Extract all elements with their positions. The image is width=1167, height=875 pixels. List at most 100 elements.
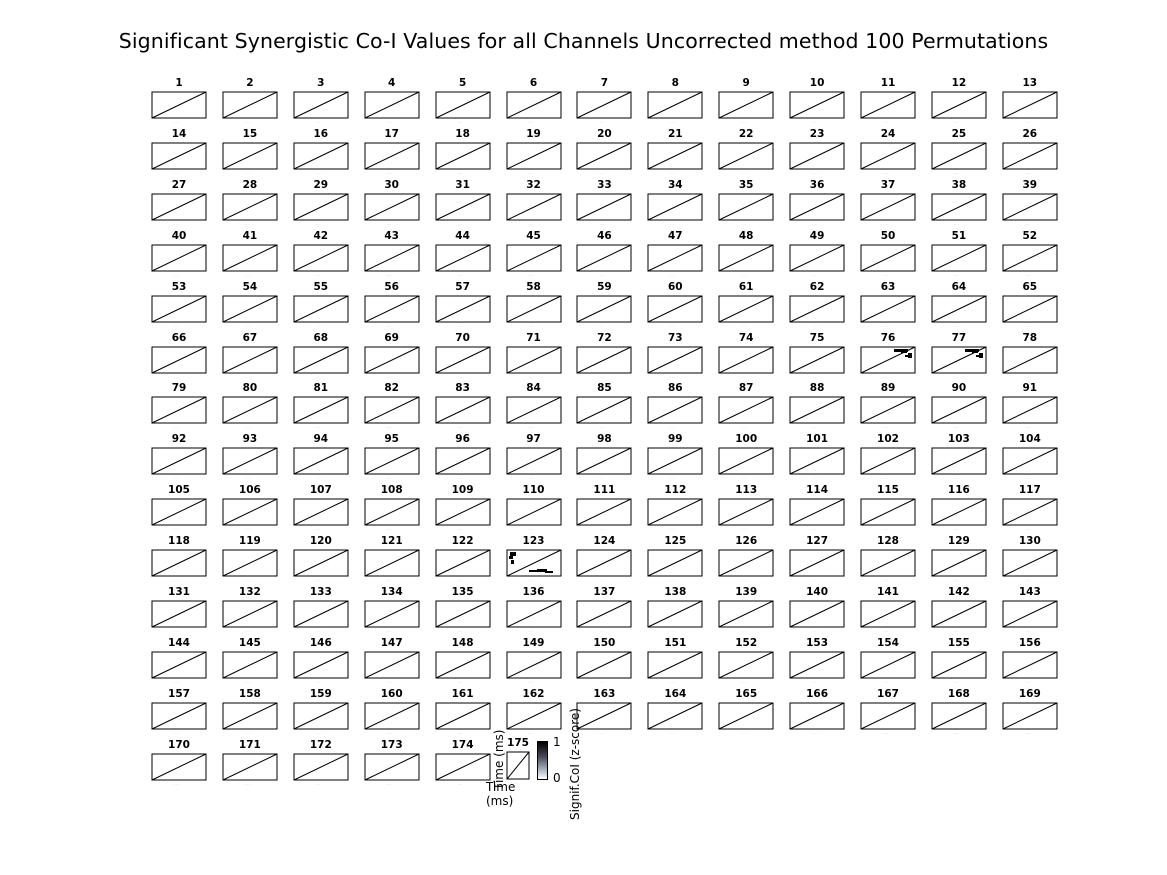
subplot-title: 72: [597, 331, 612, 344]
significant-patch: [971, 350, 978, 353]
subplot-axes: [931, 142, 987, 170]
axis-ticks: ·····: [457, 578, 463, 583]
diagonal-line: [364, 651, 419, 679]
axis-ticks: ·····: [315, 221, 321, 226]
subplot-axes: [435, 651, 491, 679]
subplot-title: 157: [168, 687, 190, 700]
axis-ticks: ·····: [670, 629, 676, 633]
diagonal-line: [364, 346, 419, 373]
subplot-title: 93: [242, 433, 258, 446]
subplot-title: 129: [947, 535, 970, 548]
subplot-title: 97: [526, 433, 541, 446]
subplot-axes: [789, 244, 845, 272]
axis-ticks: ·····: [883, 578, 888, 583]
axis-ticks: ·····: [599, 425, 605, 430]
subplot-title: 54: [242, 280, 258, 293]
significant-patch: [894, 348, 908, 352]
subplot-title: 69: [384, 331, 399, 344]
subplot-title: 61: [738, 280, 754, 293]
subplot-title: 138: [664, 586, 687, 598]
axis-ticks: ·····: [883, 272, 888, 277]
subplot-title: 46: [597, 229, 612, 242]
subplot-axes: [151, 753, 207, 781]
subplot-title: 5: [458, 77, 467, 89]
diagonal-line: [364, 498, 419, 526]
axis-ticks: ·····: [883, 221, 888, 226]
axis-ticks: ·····: [953, 629, 959, 633]
subplot-axes: [718, 498, 774, 526]
significant-patch: [544, 571, 553, 574]
axis-ticks: ·····: [174, 221, 179, 226]
subplot-title: 167: [877, 687, 899, 700]
subplot-axes: [1002, 447, 1058, 475]
axis-ticks: ·····: [741, 730, 746, 735]
axis-ticks: ·····: [315, 323, 321, 328]
diagonal-line: [506, 244, 561, 272]
subplot-title: 74: [738, 331, 754, 344]
subplot-axes: [931, 91, 987, 119]
diagonal-line: [1002, 549, 1058, 577]
axis-ticks: ·····: [1024, 425, 1030, 430]
subplot-title: 98: [597, 433, 612, 446]
subplot-title: 109: [451, 484, 474, 497]
axis-ticks: ·····: [670, 425, 676, 430]
subplot-title: 147: [380, 636, 403, 649]
subplot-title: 90: [951, 382, 967, 395]
diagonal-line: [860, 447, 916, 475]
subplot-title: 70: [455, 331, 470, 344]
subplot-axes: [647, 244, 703, 272]
axis-ticks: ·····: [174, 730, 179, 735]
subplot-title: 153: [806, 636, 829, 649]
diagonal-line: [435, 244, 490, 272]
axis-ticks: ·····: [1024, 578, 1030, 583]
subplot-title: 41: [242, 229, 258, 242]
axis-ticks: ·····: [670, 323, 676, 328]
axis-ticks: ·····: [741, 578, 746, 583]
diagonal-line: [1002, 91, 1058, 119]
subplot-axes: [364, 346, 420, 373]
subplot-title: 134: [380, 586, 403, 598]
axis-ticks: ·····: [953, 679, 959, 684]
diagonal-line: [860, 91, 916, 119]
diagonal-line: [1002, 244, 1058, 272]
diagonal-line: [293, 346, 349, 373]
diagonal-line: [222, 244, 278, 272]
subplot-title: 32: [526, 178, 541, 191]
diagonal-line: [1002, 447, 1058, 475]
axis-ticks: ·····: [883, 629, 888, 633]
axis-ticks: ·····: [386, 578, 392, 583]
subplot-axes: [931, 600, 987, 628]
diagonal-line: [789, 549, 845, 577]
subplot-axes: [506, 142, 561, 170]
axis-ticks: ·····: [528, 374, 534, 379]
diagonal-line: [151, 549, 207, 577]
diagonal-line: [718, 447, 774, 475]
axis-ticks: ·····: [953, 221, 959, 226]
axis-ticks: ·····: [953, 578, 959, 583]
subplot-axes: [506, 91, 561, 119]
diagonal-line: [931, 651, 987, 679]
axis-ticks: ·····: [1024, 374, 1030, 379]
axis-ticks: ·····: [528, 629, 534, 633]
subplot-axes: [506, 295, 561, 323]
axis-ticks: ·····: [953, 323, 959, 328]
subplot-axes: [789, 651, 845, 679]
subplot-axes: [151, 498, 207, 526]
diagonal-line: [506, 600, 561, 628]
axis-ticks: ·····: [386, 527, 392, 532]
subplot-axes: [435, 447, 491, 475]
axis-ticks: ·····: [670, 527, 676, 532]
subplot-axes: [718, 244, 774, 272]
subplot-title: 146: [309, 636, 332, 649]
subplot-axes: [435, 346, 491, 373]
axis-ticks: ·····: [457, 425, 463, 430]
subplot-axes: [435, 396, 491, 424]
diagonal-line: [648, 498, 703, 526]
subplot-axes: [860, 244, 916, 272]
axis-ticks: ·····: [315, 272, 321, 277]
subplot-title: 82: [384, 382, 399, 395]
subplot-axes: [435, 193, 491, 221]
diagonal-line: [931, 396, 987, 424]
axis-ticks: ·····: [528, 120, 534, 124]
axis-ticks: ·····: [315, 527, 321, 532]
